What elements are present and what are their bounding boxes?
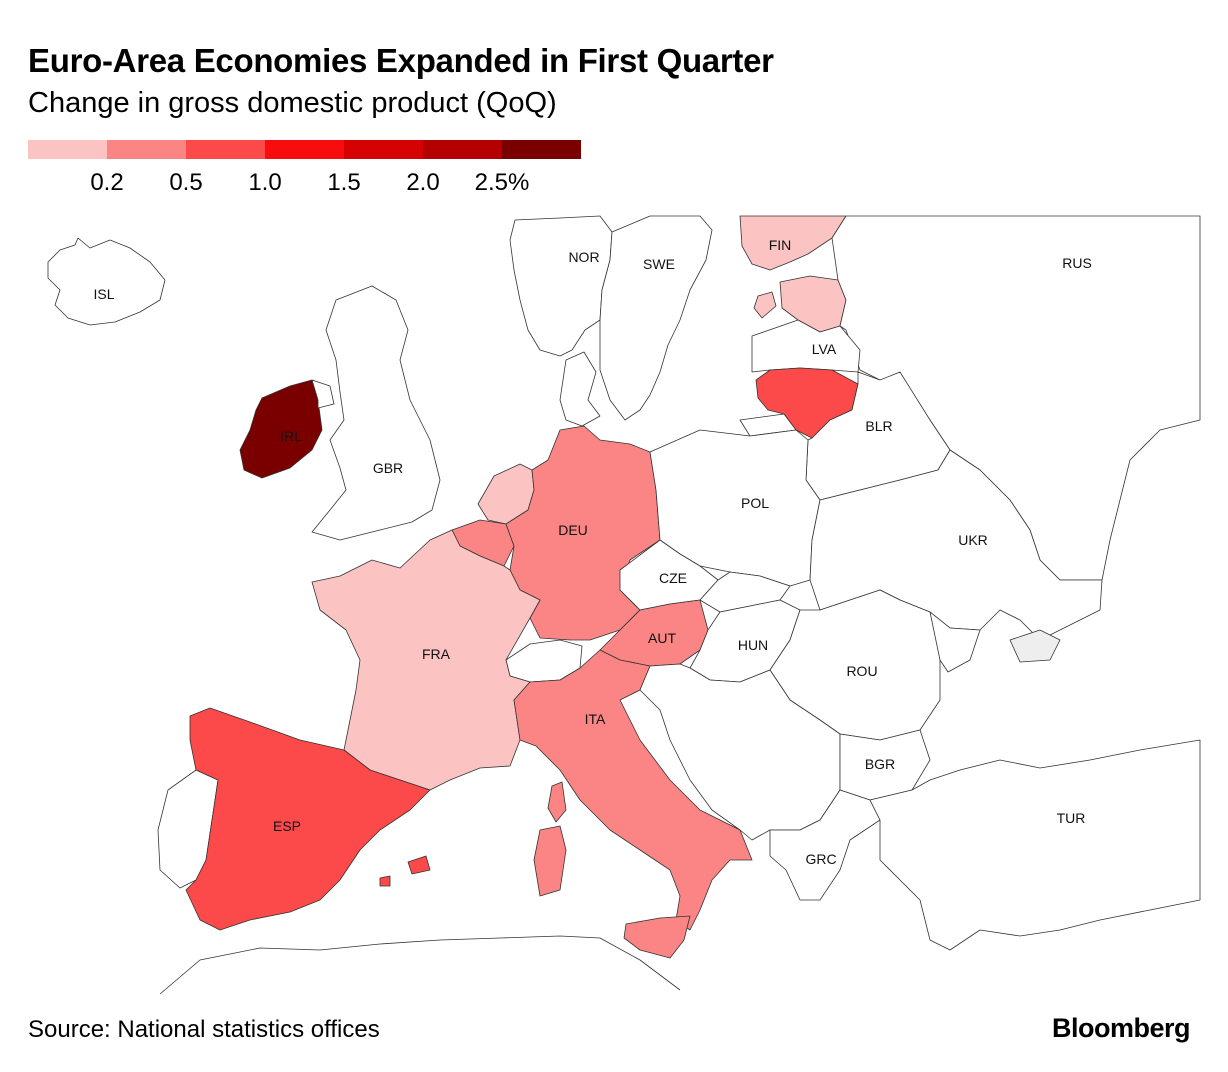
country-shape-est-islands: [753, 291, 777, 319]
country-label-irl: IRL: [280, 428, 302, 444]
chart-subtitle: Change in gross domestic product (QoQ): [28, 87, 557, 119]
country-shape-balearics: [407, 855, 431, 875]
legend-swatch: [186, 140, 265, 159]
country-shape-northern-ireland: [311, 379, 335, 409]
country-label-fra: FRA: [422, 646, 451, 662]
country-shape-balearics-small: [379, 875, 391, 887]
country-shape-crimea: [1009, 629, 1061, 663]
country-label-swe: SWE: [643, 256, 675, 272]
country-shape-isl: [47, 237, 166, 326]
country-shape-corsica: [547, 781, 567, 823]
legend-swatch: [502, 140, 581, 159]
country-label-esp: ESP: [273, 818, 301, 834]
country-label-fin: FIN: [769, 237, 792, 253]
legend-tick-label: 0.2: [90, 169, 124, 196]
country-label-cze: CZE: [659, 570, 687, 586]
legend-swatch: [423, 140, 502, 159]
country-shape-gbr: [311, 285, 441, 541]
legend-tick-label: 1.5: [327, 169, 361, 196]
legend-tick-label: 0.5: [169, 169, 203, 196]
legend-tick-label: 2.0: [406, 169, 440, 196]
legend-color-scale: [28, 140, 581, 159]
country-label-isl: ISL: [93, 286, 114, 302]
country-shape-fin: [739, 215, 847, 271]
legend-swatch: [28, 140, 107, 159]
country-shape-sicily: [623, 915, 691, 959]
legend-swatch: [344, 140, 423, 159]
country-shape-nor: [509, 215, 613, 357]
legend-tick-label: 1.0: [248, 169, 282, 196]
country-label-pol: POL: [741, 495, 769, 511]
country-shape-dnk: [559, 351, 601, 427]
coastline-north-africa: [159, 935, 681, 995]
country-label-deu: DEU: [558, 522, 588, 538]
chart-title: Euro-Area Economies Expanded in First Qu…: [28, 42, 774, 79]
country-shape-esp: [185, 707, 431, 931]
legend-swatch: [107, 140, 186, 159]
legend-tick-label: 2.5%: [474, 169, 530, 196]
country-label-nor: NOR: [568, 249, 599, 265]
bloomberg-logo: Bloomberg: [1051, 1013, 1191, 1043]
country-label-ita: ITA: [585, 711, 606, 727]
country-label-ukr: UKR: [958, 532, 988, 548]
country-shape-grc: [769, 789, 881, 901]
country-label-hun: HUN: [738, 637, 768, 653]
country-label-rus: RUS: [1062, 255, 1092, 271]
country-label-tur: TUR: [1057, 810, 1086, 826]
country-label-gbr: GBR: [373, 460, 403, 476]
country-label-bgr: BGR: [865, 756, 895, 772]
legend-swatch: [265, 140, 344, 159]
country-shape-tur: [869, 739, 1201, 951]
country-label-lva: LVA: [812, 341, 837, 357]
country-label-grc: GRC: [805, 851, 836, 867]
country-shape-swe: [599, 215, 713, 421]
country-shape-fra: [311, 529, 541, 791]
country-shape-sardinia: [533, 825, 567, 897]
country-shape-ita: [513, 649, 753, 931]
country-shape-mda: [929, 611, 981, 673]
country-label-rou: ROU: [846, 663, 877, 679]
country-labels: ISL NOR SWE FIN RUS LVA BLR IRL GBR DEU POL UKR CZE F…: [93, 237, 1091, 867]
country-label-blr: BLR: [865, 418, 892, 434]
country-label-aut: AUT: [648, 630, 676, 646]
source-note: Source: National statistics offices: [28, 1016, 380, 1043]
